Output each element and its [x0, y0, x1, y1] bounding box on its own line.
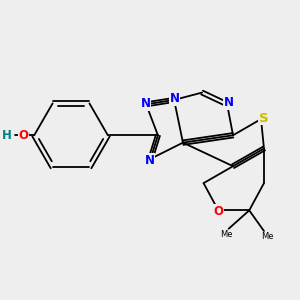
Text: N: N [224, 96, 234, 110]
Text: Me: Me [220, 230, 233, 239]
Text: Me: Me [261, 232, 274, 242]
Text: N: N [170, 92, 180, 105]
Text: H: H [2, 129, 12, 142]
Text: O: O [18, 129, 28, 142]
Text: O: O [213, 205, 223, 218]
Text: O: O [20, 129, 30, 142]
Text: S: S [259, 112, 269, 125]
Text: N: N [140, 97, 150, 110]
Text: N: N [145, 154, 155, 167]
Text: H: H [3, 129, 13, 142]
